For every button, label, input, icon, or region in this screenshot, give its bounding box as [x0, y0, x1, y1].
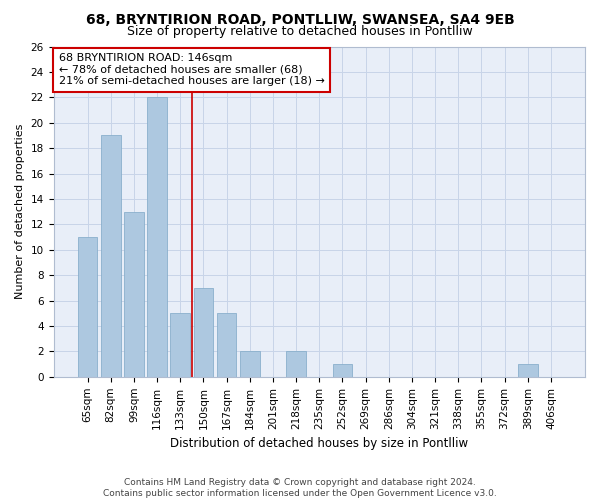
- Bar: [77, 237, 97, 377]
- Y-axis label: Number of detached properties: Number of detached properties: [15, 124, 25, 300]
- Bar: [170, 314, 190, 377]
- Bar: [518, 364, 538, 377]
- Bar: [240, 352, 260, 377]
- Bar: [194, 288, 213, 377]
- Text: 68, BRYNTIRION ROAD, PONTLLIW, SWANSEA, SA4 9EB: 68, BRYNTIRION ROAD, PONTLLIW, SWANSEA, …: [86, 12, 514, 26]
- X-axis label: Distribution of detached houses by size in Pontlliw: Distribution of detached houses by size …: [170, 437, 469, 450]
- Bar: [147, 98, 167, 377]
- Bar: [124, 212, 144, 377]
- Text: 68 BRYNTIRION ROAD: 146sqm
← 78% of detached houses are smaller (68)
21% of semi: 68 BRYNTIRION ROAD: 146sqm ← 78% of deta…: [59, 53, 325, 86]
- Text: Contains HM Land Registry data © Crown copyright and database right 2024.
Contai: Contains HM Land Registry data © Crown c…: [103, 478, 497, 498]
- Bar: [332, 364, 352, 377]
- Bar: [217, 314, 236, 377]
- Bar: [286, 352, 306, 377]
- Bar: [101, 136, 121, 377]
- Text: Size of property relative to detached houses in Pontlliw: Size of property relative to detached ho…: [127, 25, 473, 38]
